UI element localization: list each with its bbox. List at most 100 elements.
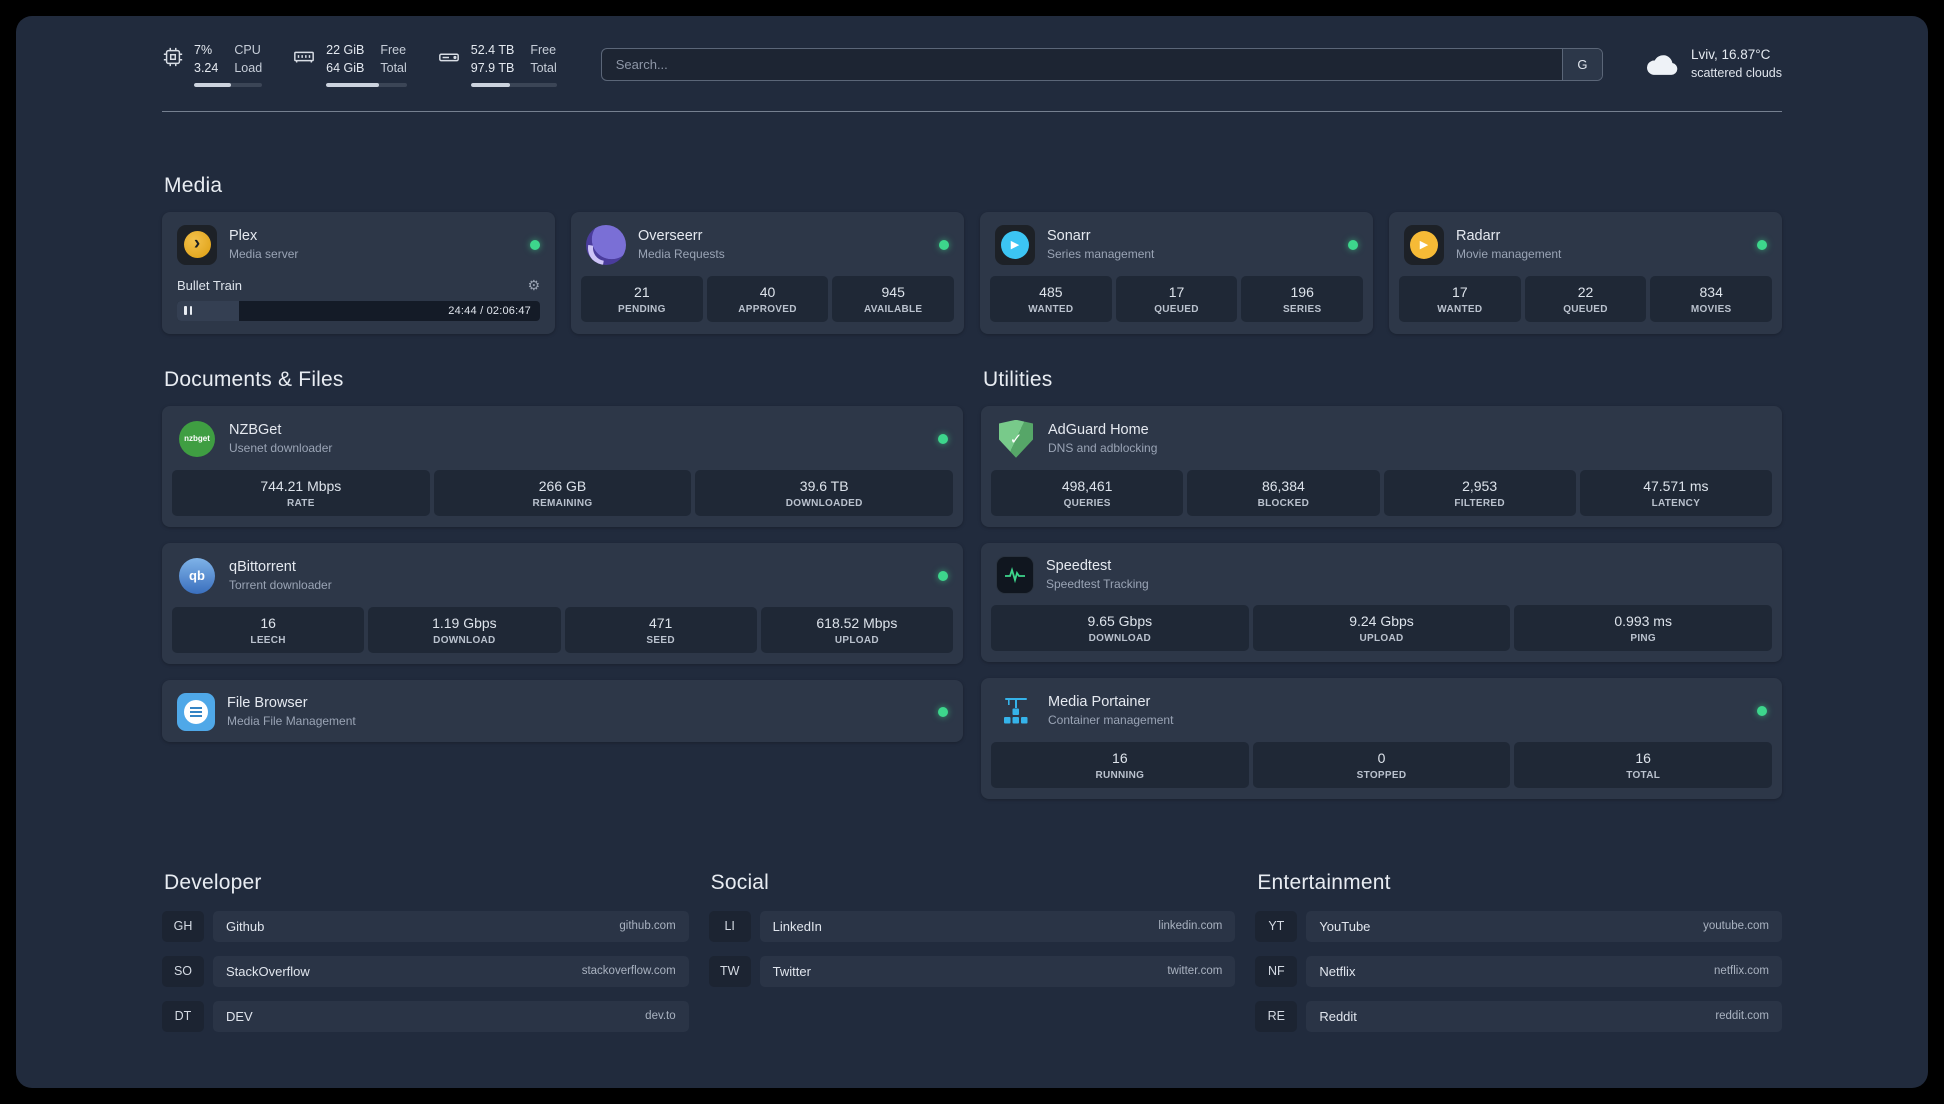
service-name: Sonarr — [1047, 228, 1091, 245]
stat-download: 9.65 Gbps DOWNLOAD — [991, 604, 1249, 651]
plex-link[interactable]: › Plex Media server — [162, 212, 555, 276]
portainer-link[interactable]: Media Portainer Container management — [981, 678, 1782, 742]
bookmark-abbr: SO — [162, 955, 204, 987]
disk-free-value: 52.4 TB — [470, 43, 515, 57]
service-subtitle: Series management — [1047, 247, 1155, 262]
adguard-card: ✓ AdGuard Home DNS and adblocking 498,46… — [981, 405, 1782, 527]
cpu-label: CPU — [234, 43, 261, 57]
nzbget-link[interactable]: nzbget NZBGet Usenet downloader — [162, 406, 963, 470]
bookmark-stackoverflow[interactable]: SO StackOverflow stackoverflow.com — [162, 955, 689, 987]
disk-icon — [438, 53, 459, 62]
dashboard: 7% CPU 3.24 Load 22 GiB Free 64 G — [16, 16, 1928, 1088]
stat-blocked: 86,384 BLOCKED — [1187, 469, 1380, 516]
speedtest-link[interactable]: Speedtest Speedtest Tracking — [981, 543, 1782, 605]
service-subtitle: Movie management — [1456, 247, 1562, 262]
player-settings-icon[interactable]: ⚙ — [527, 277, 540, 294]
service-subtitle: Speedtest Tracking — [1046, 577, 1149, 592]
stat-wanted: 485 WANTED — [990, 275, 1112, 322]
search-input[interactable] — [601, 56, 1562, 72]
stat-rate: 744.21 Mbps RATE — [172, 469, 430, 516]
stat-upload: 618.52 Mbps UPLOAD — [760, 606, 953, 653]
bookmark-youtube[interactable]: YT YouTube youtube.com — [1255, 910, 1782, 942]
bookmark-abbr: RE — [1255, 1000, 1298, 1032]
cpu-icon — [163, 47, 183, 67]
speedtest-card: Speedtest Speedtest Tracking 9.65 Gbps D… — [981, 542, 1782, 662]
filebrowser-link[interactable]: File Browser Media File Management — [162, 680, 963, 742]
service-name: Overseerr — [638, 228, 703, 245]
bookmark-abbr: GH — [162, 910, 204, 942]
now-playing-widget: Bullet Train ⚙ 24:44 / 02:06:47 — [162, 276, 555, 334]
topbar-divider — [162, 110, 1782, 112]
bookmark-url: netflix.com — [1714, 965, 1769, 978]
stat-ping: 0.993 ms PING — [1514, 604, 1773, 651]
bookmark-reddit[interactable]: RE Reddit reddit.com — [1255, 1000, 1782, 1032]
service-name: Radarr — [1456, 228, 1501, 245]
bookmark-name: DEV — [226, 1008, 253, 1024]
section-title-documents: Documents & Files — [164, 367, 344, 391]
section-title-media: Media — [164, 173, 223, 197]
bookmark-abbr: LI — [708, 910, 751, 942]
bookmark-abbr: TW — [708, 955, 751, 987]
bookmark-twitter[interactable]: TW Twitter twitter.com — [708, 955, 1236, 987]
stat-leech: 16 LEECH — [172, 606, 365, 653]
status-dot — [938, 706, 948, 717]
service-name: File Browser — [227, 695, 308, 712]
adguard-link[interactable]: ✓ AdGuard Home DNS and adblocking — [981, 406, 1782, 470]
stat-queries: 498,461 QUERIES — [991, 469, 1184, 516]
cpu-widget: 7% CPU 3.24 Load — [162, 42, 263, 87]
search-bar: G — [600, 47, 1603, 81]
portainer-card: Media Portainer Container management 16 … — [981, 677, 1782, 799]
radarr-link[interactable]: ▶ Radarr Movie management — [1389, 212, 1782, 276]
memory-widget: 22 GiB Free 64 GiB Total — [292, 42, 407, 87]
bookmark-dev[interactable]: DT DEV dev.to — [162, 1000, 689, 1032]
disk-widget: 52.4 TB Free 97.9 TB Total — [437, 42, 557, 87]
memory-icon — [294, 51, 315, 63]
bookmark-abbr: YT — [1255, 910, 1298, 942]
adguard-shield-icon: ✓ — [996, 419, 1036, 459]
service-name: Plex — [229, 228, 258, 245]
service-subtitle: Torrent downloader — [229, 578, 332, 593]
radarr-card: ▶ Radarr Movie management 17 WANTED 22 — [1389, 211, 1782, 334]
overseerr-icon — [586, 224, 626, 265]
qbittorrent-icon: qb — [177, 556, 217, 596]
disk-total-value: 97.9 TB — [470, 60, 515, 75]
sonarr-link[interactable]: ▶ Sonarr Series management — [980, 212, 1373, 276]
memory-total-value: 64 GiB — [326, 60, 365, 75]
bookmark-url: reddit.com — [1715, 1010, 1769, 1023]
bookmark-url: github.com — [619, 920, 676, 933]
nzbget-icon: nzbget — [177, 419, 217, 459]
section-title-entertainment: Entertainment — [1257, 870, 1391, 894]
bookmark-name: LinkedIn — [772, 918, 822, 934]
stat-movies: 834 MOVIES — [1650, 275, 1773, 322]
cpu-percent: 7% — [194, 43, 213, 57]
status-dot — [939, 239, 949, 250]
memory-bar — [326, 82, 407, 87]
memory-free-label: Free — [380, 43, 407, 57]
service-name: Speedtest — [1046, 558, 1112, 575]
status-dot — [1757, 239, 1767, 250]
nzbget-card: nzbget NZBGet Usenet downloader 744.21 M… — [162, 405, 963, 527]
system-resources: 7% CPU 3.24 Load 22 GiB Free 64 G — [162, 42, 557, 87]
status-dot — [1757, 705, 1767, 716]
bookmark-group-developer: Developer GH Github github.com SO StackO… — [162, 871, 689, 1046]
bookmark-github[interactable]: GH Github github.com — [162, 910, 689, 942]
qbittorrent-card: qb qBittorrent Torrent downloader 16 LEE… — [162, 542, 963, 664]
top-bar: 7% CPU 3.24 Load 22 GiB Free 64 G — [162, 42, 1782, 87]
bookmark-netflix[interactable]: NF Netflix netflix.com — [1255, 955, 1782, 987]
service-subtitle: Media Requests — [638, 247, 725, 262]
service-subtitle: Usenet downloader — [229, 441, 333, 456]
section-title-utilities: Utilities — [983, 367, 1053, 391]
pause-icon — [184, 306, 192, 316]
sonarr-card: ▶ Sonarr Series management 485 WANTED 17 — [980, 211, 1373, 334]
search-provider-button[interactable]: G — [1561, 48, 1602, 80]
overseerr-link[interactable]: Overseerr Media Requests — [571, 212, 964, 276]
qbittorrent-link[interactable]: qb qBittorrent Torrent downloader — [162, 543, 963, 607]
bookmark-linkedin[interactable]: LI LinkedIn linkedin.com — [708, 910, 1236, 942]
bookmark-group-social: Social LI LinkedIn linkedin.com TW Twitt… — [708, 871, 1236, 1046]
bookmark-name: Github — [226, 918, 265, 934]
cloud-icon — [1646, 55, 1678, 75]
stat-latency: 47.571 ms LATENCY — [1579, 469, 1772, 516]
stat-queued: 17 QUEUED — [1115, 275, 1238, 322]
bookmark-name: Twitter — [772, 963, 811, 979]
bookmark-name: StackOverflow — [226, 963, 310, 979]
